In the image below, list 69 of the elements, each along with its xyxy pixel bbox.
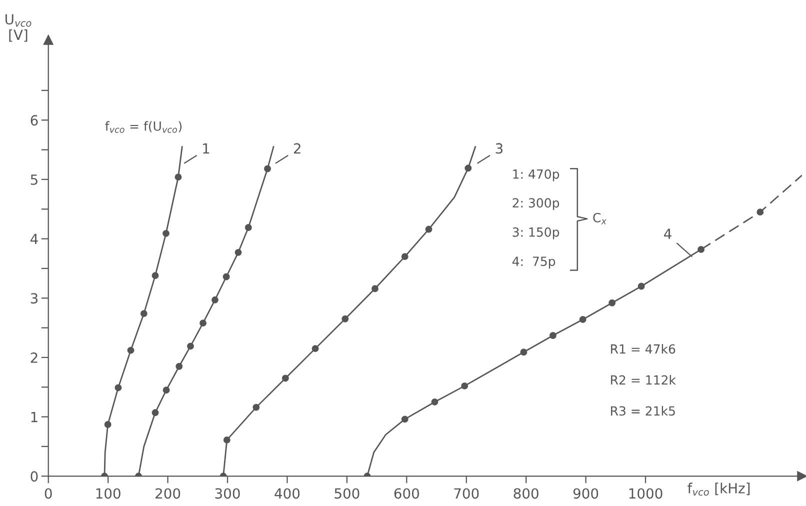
x-tick-label: 200 [156, 488, 180, 499]
y-tick-label: 3 [30, 293, 38, 304]
x-axis-title: f$_{vco}$ [kHz] [688, 482, 750, 496]
point [579, 316, 586, 323]
series-label: 3 [496, 143, 502, 154]
point [234, 248, 242, 256]
y-tick-label: 4 [30, 234, 38, 244]
y-tick-label: 5 [30, 174, 38, 185]
y-tick-label: 0 [30, 471, 38, 482]
annotation: 4: 75p [512, 256, 556, 268]
x-tick-label: 800 [514, 488, 538, 499]
x-tick-label: 0 [44, 488, 52, 499]
point [401, 253, 408, 260]
point [200, 320, 206, 327]
x-tick-label: 900 [573, 488, 598, 499]
point [140, 310, 148, 318]
series-label: 2 [294, 143, 300, 154]
point [152, 272, 159, 280]
annotation: C$_{x}$ [593, 212, 607, 224]
point [401, 416, 408, 423]
x-tick-label: 600 [394, 488, 419, 499]
point [152, 409, 159, 416]
annotation: R2 = 112k [611, 375, 676, 385]
point [174, 174, 182, 181]
x-tick-label: 100 [96, 488, 120, 499]
annotation: 1: 470p [513, 169, 560, 182]
annotation: f$_{vco}$ = f(U$_{vco}$) [105, 121, 182, 133]
point [127, 346, 134, 354]
y-tick-label: 2 [30, 352, 38, 363]
annotation: R3 = 21k5 [611, 406, 675, 416]
point [282, 374, 289, 382]
point [114, 384, 122, 392]
point [549, 332, 556, 339]
point [264, 165, 271, 172]
point [187, 342, 194, 350]
point [104, 421, 112, 428]
point [222, 273, 230, 280]
point [342, 315, 349, 322]
annotation: 2: 300p [512, 198, 560, 210]
x-tick-label: 300 [215, 488, 240, 499]
point [162, 230, 170, 237]
series-label: 4 [664, 228, 672, 239]
x-tick-label: 1000 [629, 488, 662, 499]
x-tick-label: 400 [274, 488, 300, 499]
y-tick-label: 1 [31, 412, 38, 422]
point [176, 362, 183, 370]
point [638, 282, 645, 290]
point [431, 398, 438, 406]
y-tick-label: 6 [30, 115, 38, 126]
point [223, 436, 230, 444]
annotation: R1 = 47k6 [611, 344, 676, 354]
x-tick-label: 700 [454, 488, 479, 499]
point [372, 285, 378, 292]
point [520, 348, 528, 356]
point [698, 246, 705, 253]
series-label: 1 [203, 143, 210, 154]
y-axis-title: U$_{vco}$ [V] [6, 14, 32, 42]
point [608, 299, 616, 306]
annotation: 3: 150p [512, 227, 560, 240]
point [464, 164, 472, 172]
point [162, 386, 170, 394]
point [211, 296, 218, 304]
point [312, 345, 319, 352]
point [252, 404, 260, 411]
point [461, 382, 468, 390]
point [756, 208, 764, 216]
x-tick-label: 500 [334, 488, 360, 499]
point [244, 224, 252, 231]
point [425, 226, 432, 233]
